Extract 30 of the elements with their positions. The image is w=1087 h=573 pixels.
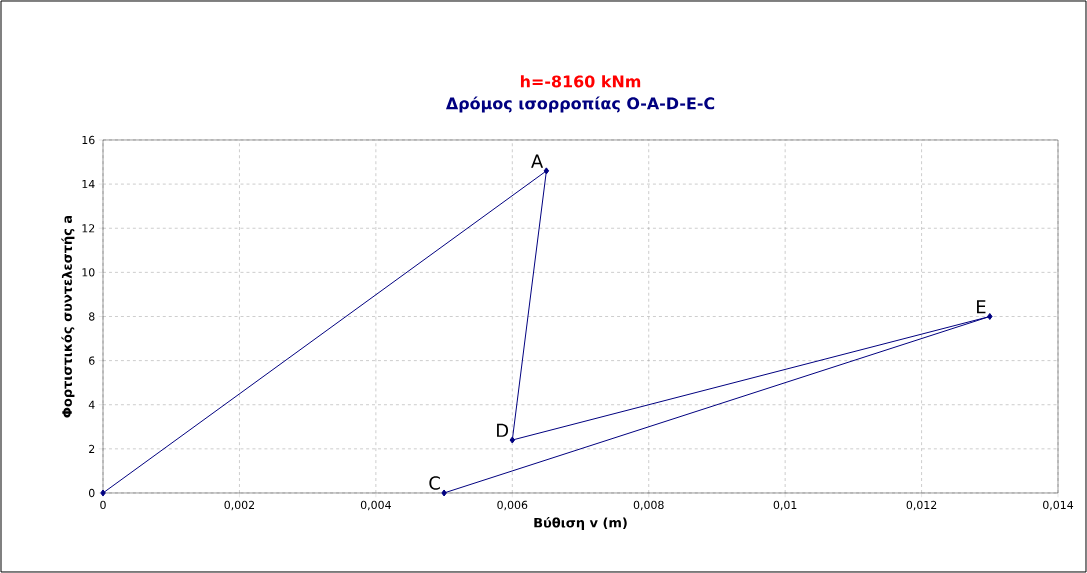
point [509,436,516,444]
annotation: A [531,154,544,168]
annotation: E [977,300,986,314]
y-tick-label: 8 [89,312,95,321]
y-tick-label: 2 [89,444,95,453]
y-tick-label: 10 [82,268,95,277]
y-tick-label: 0 [88,488,95,498]
y-tick-label: 4 [88,400,95,409]
y-tick-label: 12 [82,224,95,233]
x-tick-label: 0,014 [1043,500,1074,511]
x-tick-label: 0,012 [906,500,937,511]
point [987,312,993,320]
point [100,489,106,497]
y-axis-title: Φορτιστικός συντελεστής a [61,215,75,418]
y-tick-label: 14 [82,180,95,189]
x-tick-label: 0,008 [633,500,664,511]
x-axis-title: Βύθιση v (m) [534,517,627,531]
x-tick-label: 0,002 [224,500,255,511]
point [441,489,447,497]
annotation: D [497,423,509,437]
chart-title: h=-8160 kNm [520,75,641,88]
y-tick-label: 16 [82,135,95,145]
chart-subtitle: Δρόμος ισορροπίας O-A-D-E-C [445,96,715,113]
x-tick-label: 0 [100,500,106,510]
x-tick-label: 0,01 [773,500,797,511]
x-tick-label: 0,006 [497,500,528,511]
y-tick-label: 6 [89,356,95,365]
x-tick-label: 0,004 [360,500,391,511]
point [543,167,550,175]
annotation: C [429,476,440,490]
